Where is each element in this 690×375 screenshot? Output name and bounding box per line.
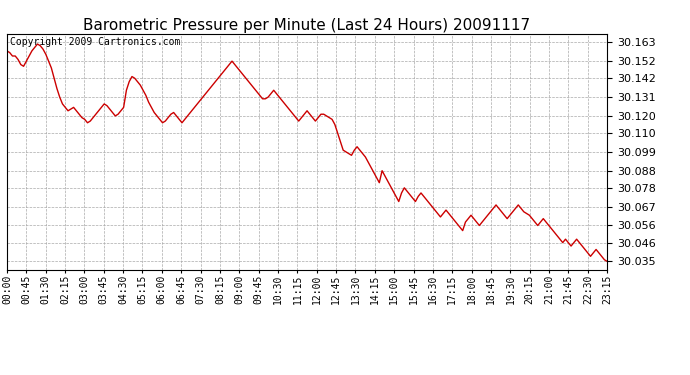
Text: Copyright 2009 Cartronics.com: Copyright 2009 Cartronics.com [10, 37, 180, 47]
Title: Barometric Pressure per Minute (Last 24 Hours) 20091117: Barometric Pressure per Minute (Last 24 … [83, 18, 531, 33]
